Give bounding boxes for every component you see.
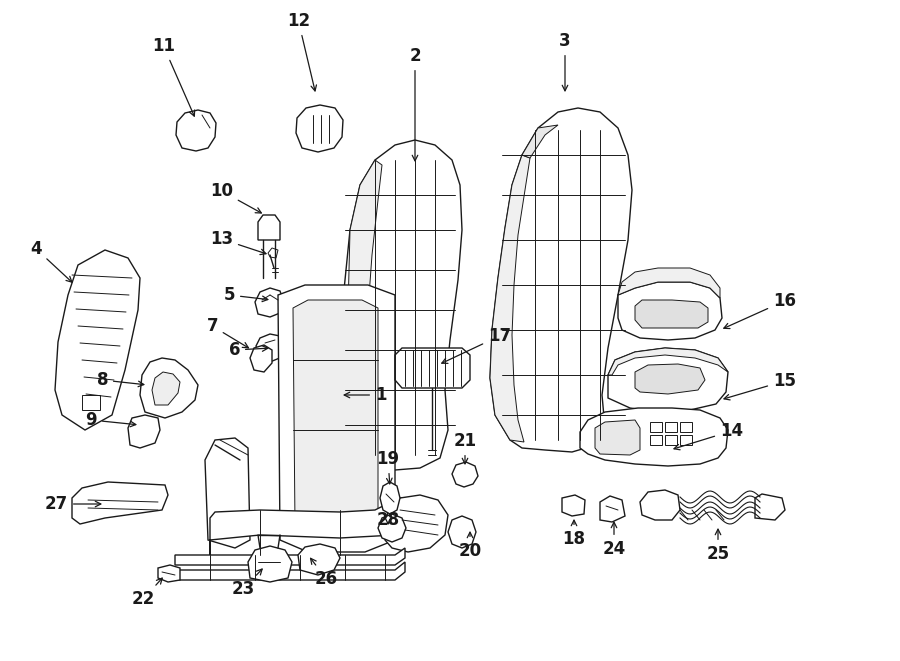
Polygon shape [665, 435, 677, 445]
Polygon shape [175, 562, 405, 580]
Polygon shape [158, 565, 180, 582]
Text: 8: 8 [96, 371, 144, 389]
Polygon shape [562, 495, 585, 516]
Text: 3: 3 [559, 32, 571, 91]
Polygon shape [522, 125, 558, 158]
Polygon shape [176, 110, 216, 151]
Polygon shape [448, 516, 476, 548]
Polygon shape [490, 155, 530, 442]
Polygon shape [385, 495, 448, 552]
Text: 26: 26 [310, 559, 338, 588]
Polygon shape [380, 482, 400, 514]
Polygon shape [680, 422, 692, 432]
Text: 18: 18 [562, 520, 586, 548]
Polygon shape [680, 435, 692, 445]
Polygon shape [580, 408, 728, 466]
Polygon shape [452, 462, 478, 487]
Text: 20: 20 [458, 532, 482, 560]
Polygon shape [256, 334, 286, 362]
Polygon shape [650, 422, 662, 432]
Text: 9: 9 [86, 411, 136, 429]
Text: 25: 25 [706, 529, 730, 563]
Text: 24: 24 [602, 522, 626, 558]
Polygon shape [298, 544, 340, 575]
Text: 21: 21 [454, 432, 477, 464]
Polygon shape [378, 514, 406, 542]
Polygon shape [338, 160, 382, 462]
Polygon shape [175, 548, 405, 565]
Polygon shape [635, 300, 708, 328]
Polygon shape [755, 494, 785, 520]
Polygon shape [248, 546, 292, 582]
Polygon shape [650, 435, 662, 445]
Polygon shape [82, 395, 100, 410]
Polygon shape [595, 420, 640, 455]
Text: 17: 17 [442, 327, 511, 364]
Polygon shape [268, 248, 278, 258]
Text: 15: 15 [724, 372, 796, 400]
Text: 27: 27 [45, 495, 101, 513]
Text: 10: 10 [210, 182, 261, 213]
Polygon shape [608, 348, 728, 375]
Text: 16: 16 [724, 292, 796, 329]
Polygon shape [258, 215, 280, 240]
Polygon shape [205, 438, 250, 548]
Polygon shape [490, 108, 632, 452]
Text: 14: 14 [674, 422, 743, 449]
Text: 13: 13 [210, 230, 266, 254]
Polygon shape [395, 348, 470, 388]
Text: 19: 19 [376, 450, 400, 484]
Polygon shape [278, 285, 395, 552]
Text: 2: 2 [410, 47, 421, 161]
Text: 5: 5 [223, 286, 268, 304]
Polygon shape [640, 490, 680, 520]
Polygon shape [55, 250, 140, 430]
Polygon shape [250, 345, 272, 372]
Text: 7: 7 [206, 317, 248, 348]
Polygon shape [128, 415, 160, 448]
Text: 23: 23 [232, 569, 262, 598]
Text: 4: 4 [31, 240, 72, 282]
Polygon shape [635, 364, 705, 394]
Text: 28: 28 [376, 511, 400, 529]
Polygon shape [293, 300, 378, 535]
Polygon shape [255, 288, 284, 317]
Polygon shape [330, 140, 462, 470]
Polygon shape [600, 496, 625, 522]
Polygon shape [618, 268, 720, 298]
Polygon shape [152, 372, 180, 405]
Text: 1: 1 [344, 386, 386, 404]
Text: 6: 6 [229, 341, 268, 359]
Polygon shape [210, 498, 435, 555]
Text: 11: 11 [152, 37, 194, 116]
Polygon shape [140, 358, 198, 418]
Polygon shape [296, 105, 343, 152]
Text: 12: 12 [287, 12, 317, 91]
Polygon shape [618, 282, 722, 340]
Text: 22: 22 [131, 578, 162, 608]
Polygon shape [665, 422, 677, 432]
Polygon shape [72, 482, 168, 524]
Polygon shape [608, 348, 728, 412]
